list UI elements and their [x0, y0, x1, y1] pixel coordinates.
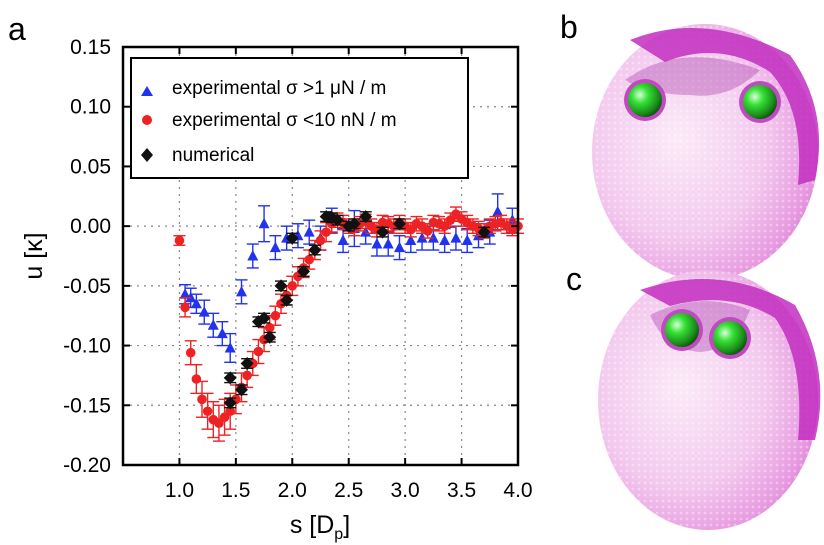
- x-tick-label: 3.0: [391, 479, 420, 502]
- data-point-triangle: [394, 241, 405, 253]
- membrane-fold-c: [640, 278, 821, 440]
- data-point-diamond: [235, 383, 248, 397]
- legend-box: [130, 57, 469, 179]
- data-point-diamond: [240, 356, 254, 370]
- y-tick-label: 0.15: [70, 36, 111, 59]
- data-point-circle: [197, 394, 207, 405]
- data-point-diamond: [359, 210, 373, 224]
- legend-marker-triangle: [141, 86, 153, 96]
- data-point-diamond: [393, 217, 406, 231]
- y-tick-label: 0.00: [70, 215, 111, 238]
- data-point-triangle: [190, 297, 202, 309]
- panel-c-label: c: [566, 261, 582, 297]
- data-point-circle: [405, 224, 416, 235]
- data-point-triangle: [269, 241, 281, 253]
- data-point-triangle: [405, 234, 417, 245]
- y-axis-label: u [κ]: [20, 232, 48, 279]
- data-point-triangle: [461, 234, 473, 245]
- y-tick-label: 0.05: [70, 155, 111, 178]
- data-point-diamond: [223, 396, 237, 410]
- x-tick-label: 2.0: [278, 479, 307, 502]
- y-tick-label: -0.05: [63, 275, 111, 298]
- vesicle-image-c: [598, 270, 821, 530]
- data-point-diamond: [308, 243, 322, 257]
- data-point-triangle: [382, 238, 394, 249]
- data-point-diamond: [285, 231, 299, 245]
- x-tick-label: 2.5: [334, 479, 363, 502]
- legend-marker-circle: [142, 115, 152, 125]
- data-point-triangle: [427, 232, 439, 243]
- data-point-triangle: [258, 217, 270, 229]
- data-point-triangle: [416, 232, 428, 243]
- vesicle-image-b: [592, 24, 820, 280]
- data-point-circle: [321, 227, 331, 237]
- data-point-triangle: [450, 232, 462, 243]
- vesicle-texture-c: [598, 270, 818, 530]
- data-point-triangle: [185, 291, 197, 303]
- data-point-circle: [270, 310, 281, 321]
- x-axis-label: s [Dp]: [290, 511, 350, 543]
- data-point-circle: [315, 235, 326, 246]
- data-point-circle: [180, 302, 190, 313]
- y-tick-label: 0.10: [70, 96, 111, 119]
- data-point-diamond: [297, 265, 311, 279]
- particle-left-c: [665, 313, 699, 347]
- legend-entry-3: numerical: [172, 145, 254, 166]
- y-tick-label: -0.10: [63, 335, 111, 358]
- data-point-diamond: [477, 225, 491, 239]
- x-tick-label: 3.5: [447, 479, 476, 502]
- particle-right-b: [743, 85, 777, 119]
- data-point-triangle: [303, 226, 315, 237]
- particle-left-b: [628, 83, 662, 117]
- data-point-triangle: [337, 234, 349, 245]
- axis-ticks: 1.0 1.5 2.0 2.5 3.0 3.5 4.0 0.15 0.10 0.05 0.00 -0.…: [63, 36, 532, 502]
- legend-entry-2: experimental σ <10 nN / m: [172, 110, 397, 131]
- data-point-diamond: [257, 311, 271, 325]
- series-circle: [173, 206, 524, 442]
- data-point-diamond: [223, 371, 237, 385]
- data-point-circle: [174, 235, 185, 246]
- data-point-diamond: [280, 293, 294, 307]
- data-point-triangle: [179, 288, 191, 299]
- y-tick-label: -0.20: [63, 454, 111, 477]
- legend: experimental σ >1 μN / m experimental σ …: [130, 57, 469, 179]
- data-point-triangle: [207, 319, 219, 330]
- data-point-circle: [439, 221, 450, 231]
- data-point-triangle: [439, 234, 451, 245]
- data-point-triangle: [247, 250, 259, 261]
- legend-marker-diamond: [141, 148, 153, 162]
- data-point-triangle: [492, 205, 504, 217]
- membrane-fold-b: [630, 28, 820, 185]
- particle-right-c: [713, 321, 747, 355]
- data-point-diamond: [376, 225, 390, 239]
- data-point-circle: [202, 406, 213, 417]
- data-point-diamond: [330, 213, 344, 227]
- data-point-circle: [185, 347, 196, 358]
- data-point-triangle: [216, 327, 228, 339]
- data-point-circle: [422, 226, 433, 236]
- y-tick-label: -0.15: [63, 394, 111, 417]
- data-point-triangle: [224, 341, 236, 353]
- data-point-triangle: [236, 285, 247, 297]
- data-point-triangle: [371, 238, 383, 249]
- data-point-triangle: [198, 306, 210, 317]
- data-point-diamond: [263, 330, 277, 344]
- series-diamond: [223, 210, 491, 410]
- data-point-circle: [191, 374, 202, 384]
- panel-b-label: b: [560, 9, 578, 45]
- data-point-circle: [214, 418, 224, 429]
- data-point-diamond: [347, 217, 361, 231]
- data-point-diamond: [274, 279, 288, 293]
- data-point-circle: [445, 215, 456, 225]
- x-tick-label: 1.5: [221, 479, 250, 502]
- legend-entry-1: experimental σ >1 μN / m: [172, 78, 386, 99]
- x-tick-label: 4.0: [503, 479, 532, 502]
- x-tick-label: 1.0: [165, 479, 194, 502]
- plot-frame: [121, 45, 520, 467]
- panel-a-label: a: [8, 11, 26, 47]
- data-point-circle: [219, 412, 230, 423]
